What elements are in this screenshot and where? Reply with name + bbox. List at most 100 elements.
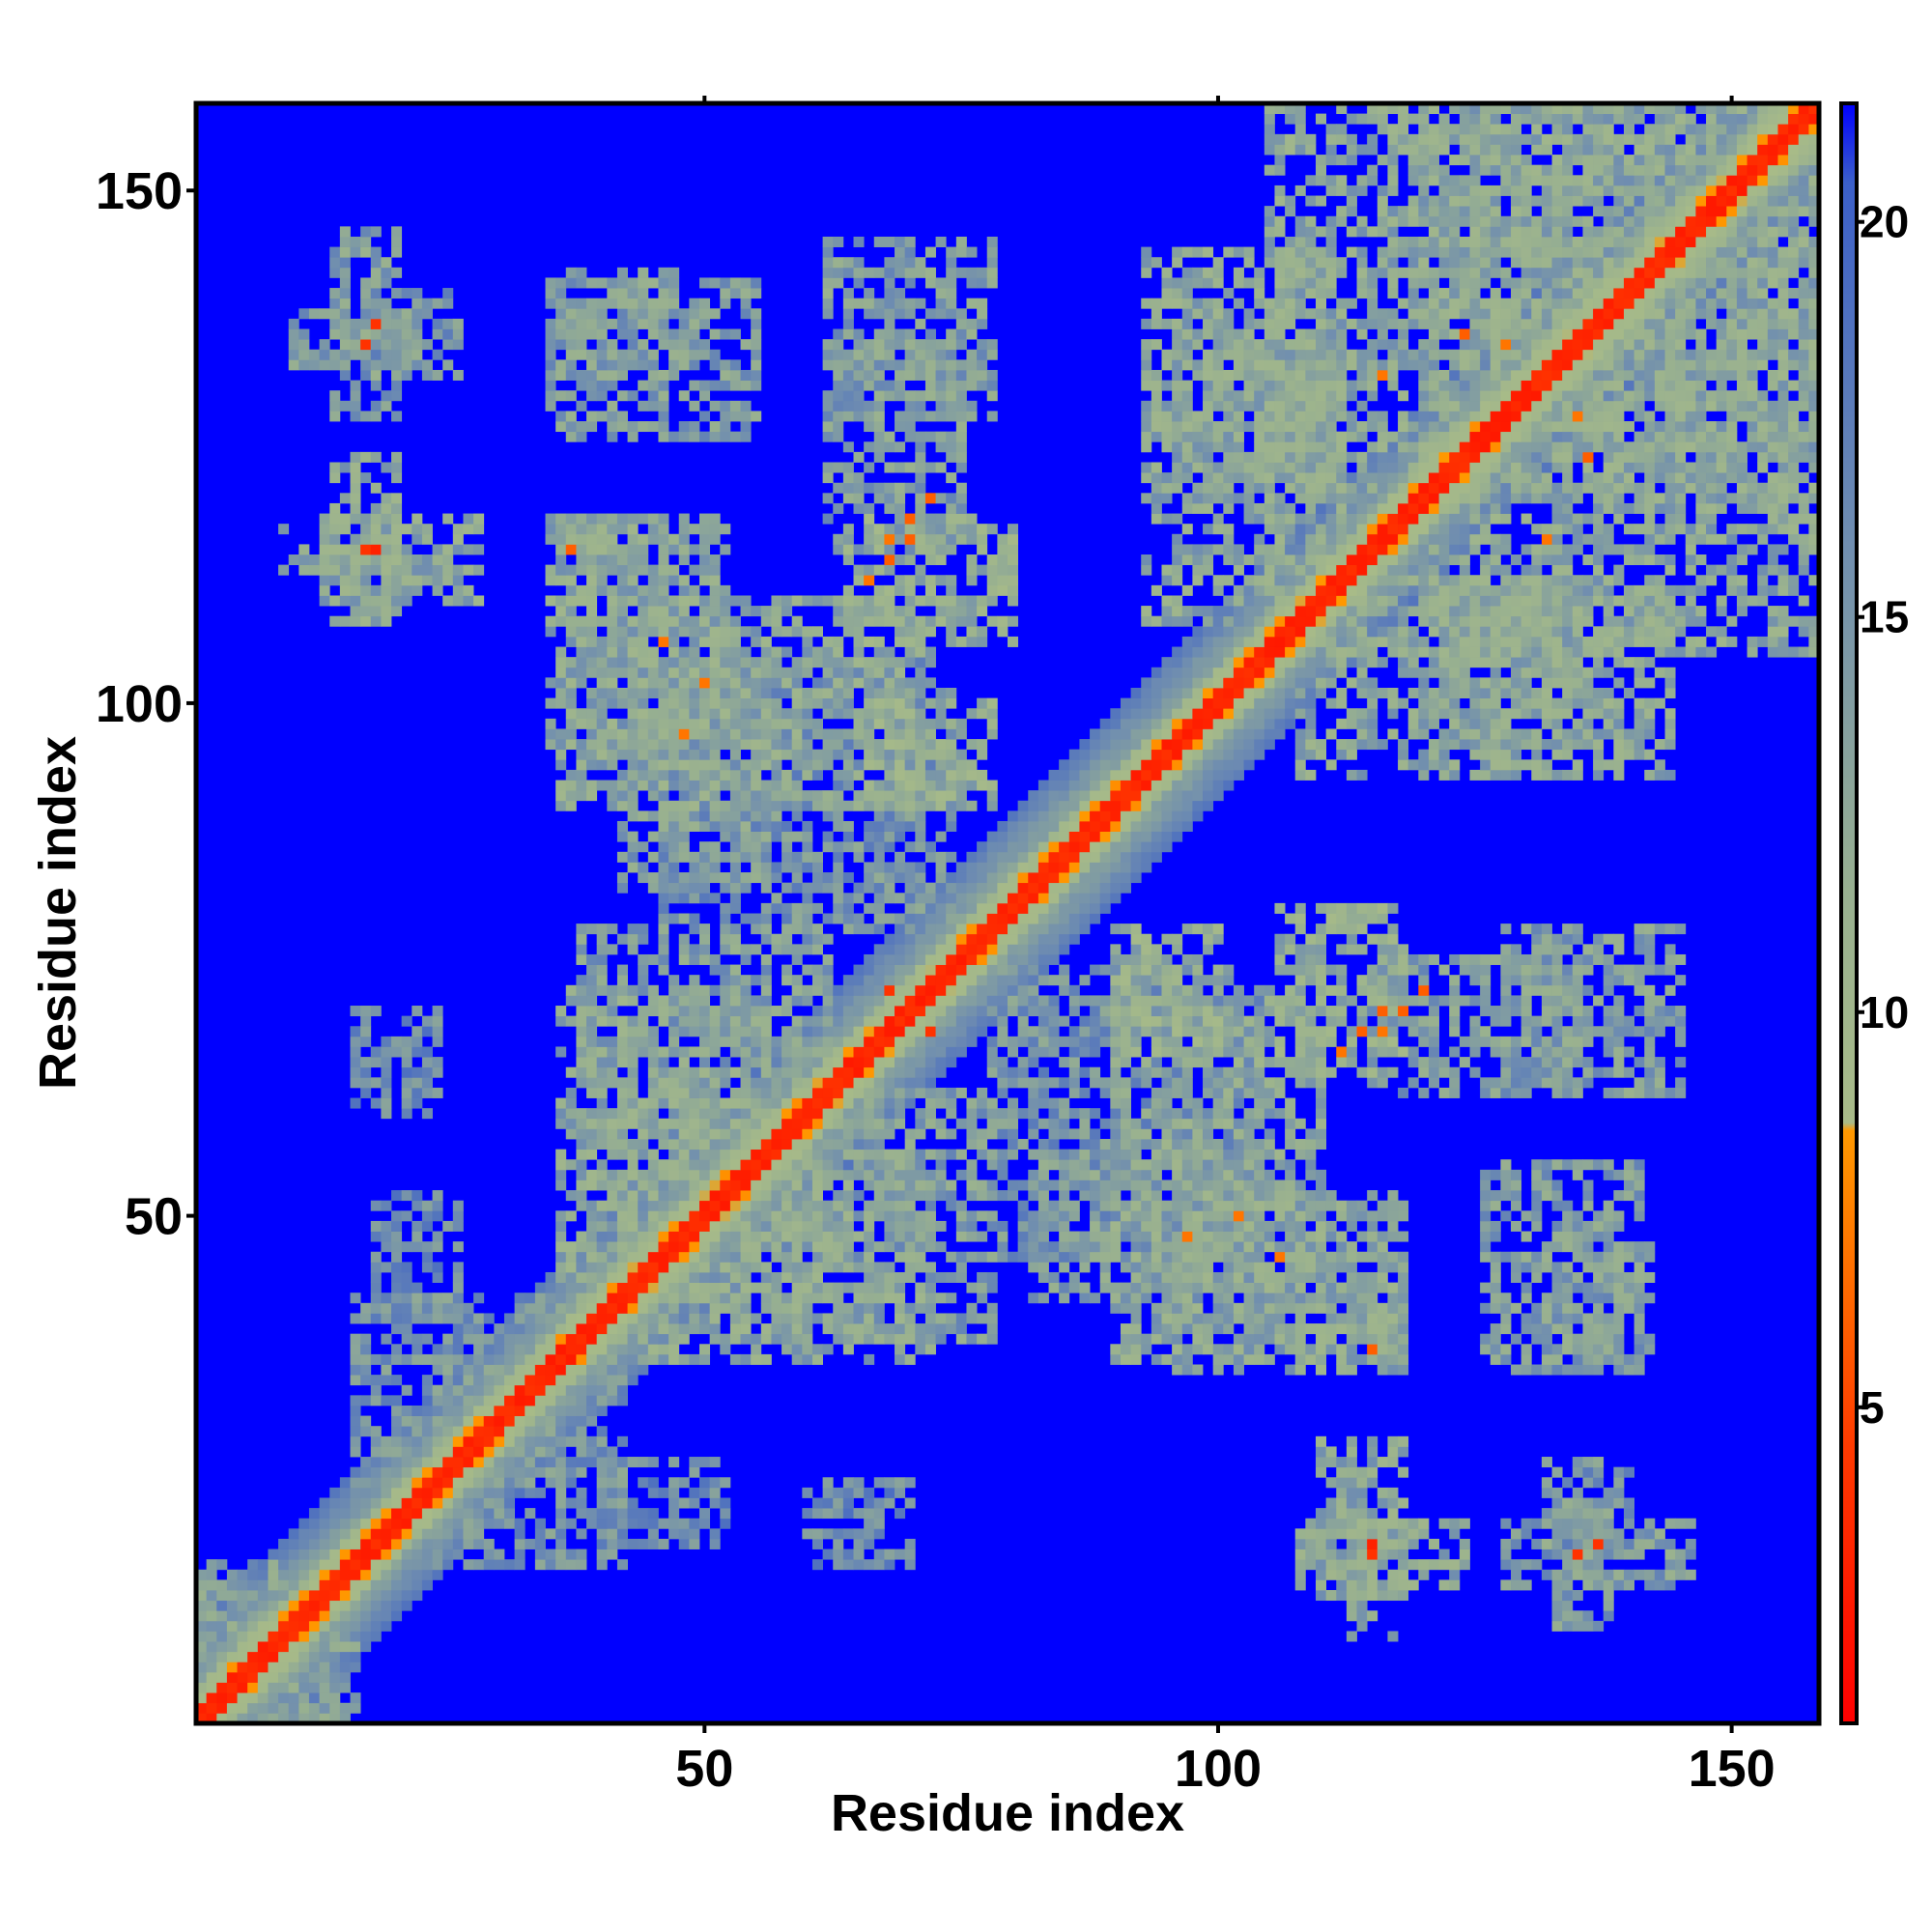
heatmap-cell [391,1435,403,1447]
heatmap-cell [1130,1353,1142,1365]
heatmap-cell [966,1251,978,1263]
heatmap-cell [924,1210,936,1222]
heatmap-cell [658,1190,669,1202]
heatmap-cell [308,1631,320,1642]
heatmap-cell [1059,1282,1070,1293]
heatmap-cell [781,1251,793,1263]
heatmap-cell [658,923,669,935]
heatmap-cell [647,1262,659,1273]
heatmap-cell [412,1333,423,1345]
heatmap-cell [1059,1190,1070,1202]
heatmap-cell [525,1333,536,1345]
heatmap-cell [986,1128,998,1140]
heatmap-cell [1274,1220,1286,1232]
heatmap-cell [709,964,731,976]
heatmap-cell [1603,1579,1614,1591]
heatmap-cell [1377,1487,1388,1498]
heatmap-cell [1161,1220,1173,1232]
heatmap-cell [977,1108,988,1120]
heatmap-cell [864,1302,875,1314]
heatmap-cell [381,1457,392,1468]
heatmap-cell [576,1262,587,1273]
heatmap-cell [360,1353,372,1365]
heatmap-cell [1120,1200,1131,1211]
heatmap-cell [1603,1344,1614,1355]
heatmap-cell [833,1139,844,1151]
heatmap-cell [740,1179,752,1191]
heatmap-cell [1090,995,1101,1007]
heatmap-cell [616,1139,628,1151]
heatmap-cell [607,1282,618,1293]
heatmap-cell [1254,1271,1265,1283]
heatmap-cell [822,975,834,986]
heatmap-cell [1613,1190,1625,1202]
heatmap-cell [853,913,865,924]
heatmap-cell [1336,995,1348,1007]
heatmap-cell [864,1559,875,1571]
heatmap-cell [1664,923,1676,935]
heatmap-cell [647,1538,659,1549]
heatmap-cell [1090,964,1101,976]
heatmap-cell [339,1497,351,1509]
heatmap-cell [1068,851,1080,863]
heatmap-cell [1551,1600,1563,1611]
heatmap-cell [1151,944,1162,955]
heatmap-cell [699,1344,711,1355]
heatmap-cell [545,1548,556,1560]
heatmap-cell [607,995,618,1007]
heatmap-cell [555,1118,567,1129]
heatmap-cell [1603,1313,1614,1324]
heatmap-cell [822,1057,834,1068]
heatmap-cell [1274,1057,1286,1068]
heatmap-cell [1346,913,1368,924]
heatmap-cell [1336,1057,1348,1068]
heatmap-cell [966,1302,978,1314]
heatmap-cell [997,913,1009,924]
heatmap-cell [483,1457,495,1468]
heatmap-cell [884,1231,895,1242]
heatmap-cell [463,1435,474,1447]
heatmap-cell [1068,1159,1080,1171]
heatmap-cell [1017,1077,1029,1089]
heatmap-cell [895,1036,906,1047]
heatmap-cell [740,1323,752,1335]
heatmap-cell [1315,995,1327,1007]
heatmap-cell [1593,1538,1605,1549]
heatmap-cell [986,944,998,955]
heatmap-cell [895,1353,906,1365]
heatmap-cell [1099,964,1111,976]
heatmap-cell [257,1692,269,1704]
heatmap-cell [924,1057,936,1068]
heatmap-cell [452,1426,464,1437]
heatmap-cell [1181,1026,1193,1037]
heatmap-cell [607,1466,618,1478]
heatmap-cell [216,1600,228,1611]
heatmap-cell [607,1036,618,1047]
heatmap-cell [955,995,967,1007]
heatmap-cell [1141,1293,1152,1304]
heatmap-cell [1356,1579,1368,1591]
heatmap-cell [1130,1200,1142,1211]
heatmap-cell [1613,1323,1625,1335]
heatmap-cell [1233,1057,1244,1068]
heatmap-cell [771,902,782,914]
heatmap-cell [1367,1251,1378,1263]
heatmap-cell [873,923,885,935]
heatmap-cell [668,1302,680,1314]
heatmap-cell [1008,1006,1019,1017]
heatmap-cell [1130,1169,1142,1180]
heatmap-cell [955,975,967,986]
heatmap-cell [802,1097,813,1109]
heatmap-cell [1634,1282,1645,1293]
heatmap-cell [658,1518,669,1529]
heatmap-cell [1541,1457,1552,1468]
heatmap-cell [319,1662,330,1673]
heatmap-cell [1068,872,1080,884]
heatmap-cell [1120,984,1131,996]
heatmap-cell [1223,1015,1235,1027]
heatmap-cell [576,933,587,945]
heatmap-cell [873,1333,885,1345]
heatmap-cell [339,1641,351,1653]
heatmap-cell [1110,1293,1122,1304]
heatmap-cell [1531,1538,1543,1549]
